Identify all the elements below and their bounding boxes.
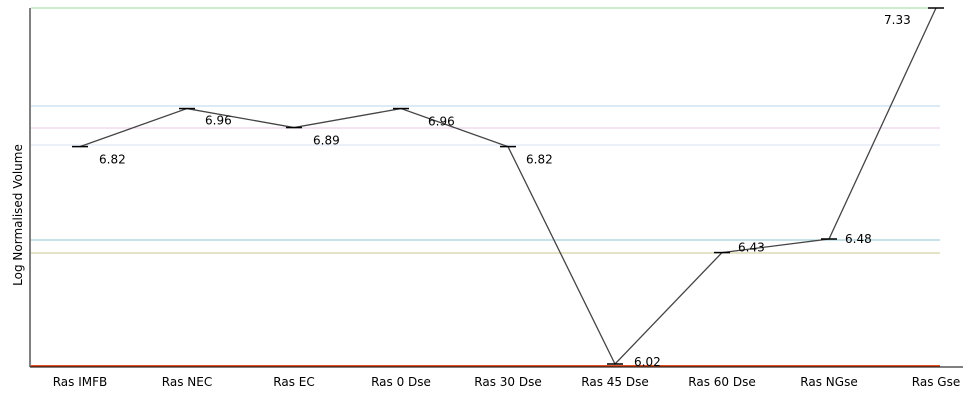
- x-tick-label: Ras EC: [273, 375, 314, 389]
- x-tick-label: Ras NGse: [800, 375, 857, 389]
- x-tick-label: Ras 45 Dse: [581, 375, 648, 389]
- data-label: 7.33: [884, 13, 911, 27]
- data-label: 6.82: [99, 153, 126, 167]
- reference-lines: [31, 7, 940, 367]
- data-label: 6.02: [634, 355, 661, 369]
- data-label: 6.48: [845, 232, 872, 246]
- series-line-group: 6.82 6.96 6.89 6.96 6.82 6.02 6.43 6.48 7.33: [72, 7, 944, 369]
- data-label: 6.82: [526, 153, 553, 167]
- x-tick-label: Ras NEC: [162, 375, 212, 389]
- x-tick-labels: Ras IMFB Ras NEC Ras EC Ras 0 Dse Ras 30 Dse…: [53, 375, 960, 389]
- series-line: [79, 7, 937, 366]
- data-label: 6.96: [428, 115, 455, 129]
- data-label: 6.43: [738, 241, 765, 255]
- y-axis-label: Log Normalised Volume: [11, 144, 25, 286]
- data-label: 6.96: [205, 114, 232, 128]
- x-tick-label: Ras 30 Dse: [474, 375, 541, 389]
- x-tick-label: Ras 0 Dse: [371, 375, 431, 389]
- data-label: 6.89: [313, 134, 340, 148]
- x-tick-label: Ras IMFB: [53, 375, 108, 389]
- x-tick-label: Ras 60 Dse: [688, 375, 755, 389]
- x-tick-label: Ras Gse: [912, 375, 960, 389]
